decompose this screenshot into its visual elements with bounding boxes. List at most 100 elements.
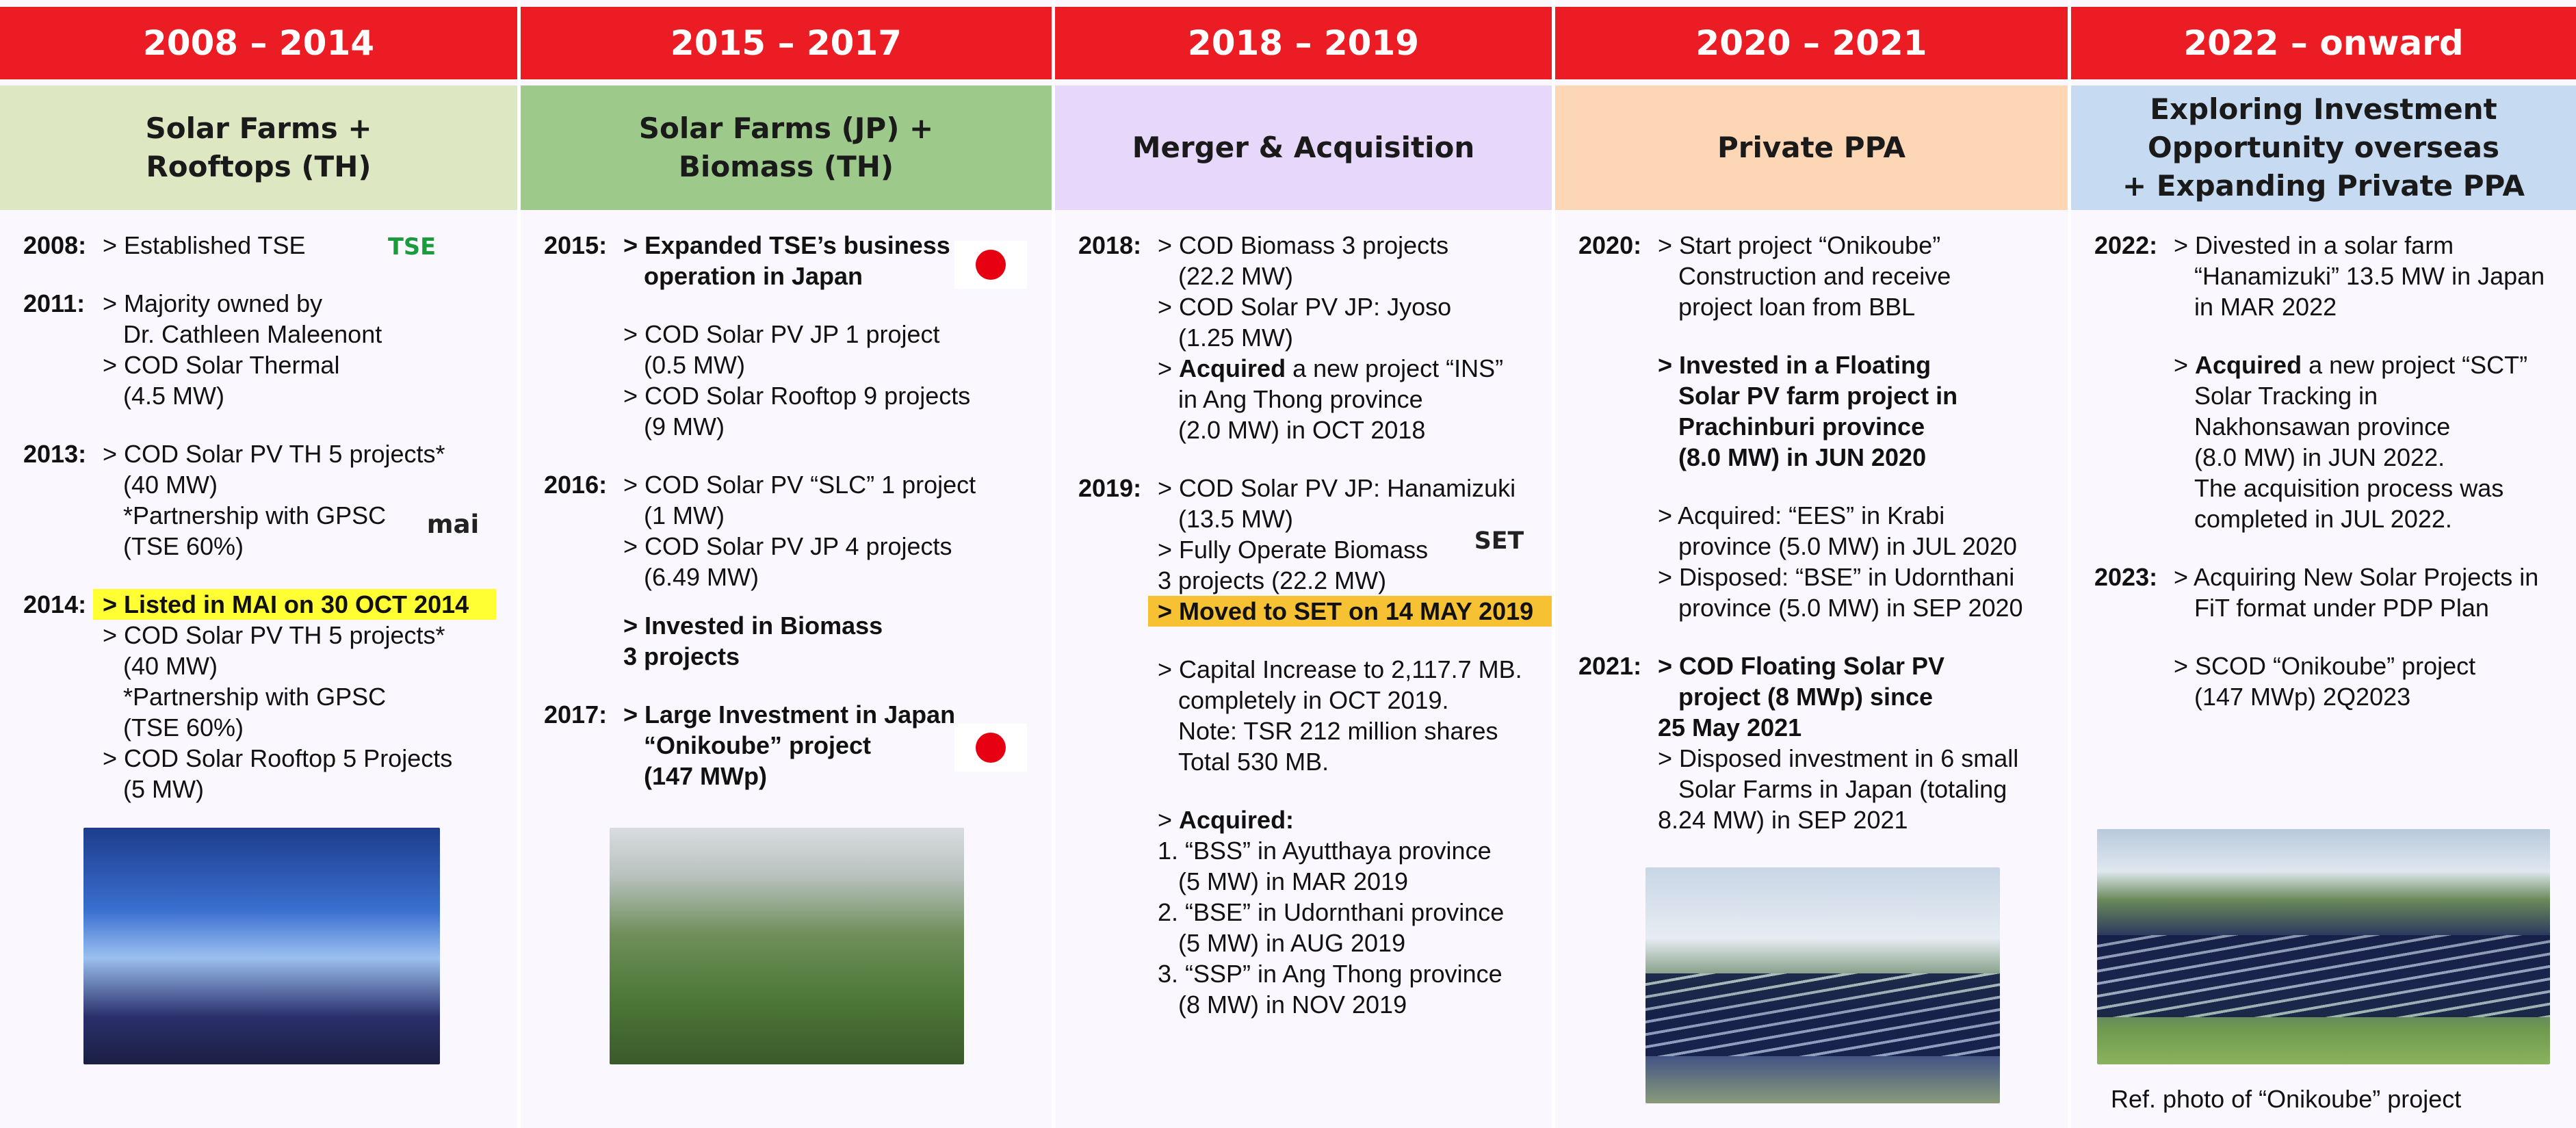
text-run: (147 MWp): [644, 762, 767, 790]
entry-line: Solar Tracking in: [2194, 382, 2378, 410]
entry-line: 3. “SSP” in Ang Thong province: [1158, 960, 1502, 988]
entry-line: > Listed in MAI on 30 OCT 2014: [93, 589, 517, 620]
entry-line: in MAR 2022: [2194, 293, 2337, 321]
entry-line: (4.5 MW): [123, 382, 224, 410]
solar-panels: [1645, 973, 2000, 1056]
entry: 2020: > Start project “Onikoube” Construct…: [1555, 230, 2068, 322]
entry-line: province (5.0 MW) in SEP 2020: [1678, 594, 2023, 622]
theme-header: Solar Farms (JP) + Biomass (TH): [521, 86, 1052, 210]
entry-line: > Acquired a new project “INS”: [1158, 353, 1552, 384]
entry-line: (147 MWp) 2Q2023: [2194, 683, 2411, 711]
entry-line: > COD Solar PV TH 5 projects*: [103, 621, 445, 649]
entries: 2018: > COD Biomass 3 projects (22.2 MW) > …: [1055, 230, 1552, 1047]
entry-line: (8.0 MW) in JUN 2020: [1658, 442, 2068, 473]
entry-line: in Ang Thong province: [1178, 385, 1423, 413]
entry-line: (40 MW): [123, 471, 218, 499]
entry: > COD Solar PV JP 1 project (0.5 MW) > COD…: [521, 319, 1052, 442]
entry-line: 1. “BSS” in Ayutthaya province: [1158, 837, 1492, 865]
entry-line: (5 MW) in AUG 2019: [1178, 929, 1406, 957]
text-run: >: [2174, 351, 2196, 379]
entry-line: > Disposed: “BSE” in Udornthani: [1658, 563, 2015, 591]
photo-caption: Ref. photo of “Onikoube” project: [2111, 1085, 2462, 1113]
text-run: 3 projects: [623, 642, 740, 670]
text-run: Prachinburi province: [1678, 412, 1925, 441]
flag-circle: [976, 250, 1006, 280]
entry-line: > Acquired:: [1158, 804, 1552, 835]
entry: 2022: > Divested in a solar farm “Hanamizu…: [2071, 230, 2576, 322]
entry-year: 2022:: [2094, 231, 2158, 259]
text-run: Solar PV farm project in: [1678, 382, 1958, 410]
entry-line: Total 530 MB.: [1178, 748, 1329, 776]
entry-line: > Divested in a solar farm: [2174, 231, 2454, 259]
entry-line: (5 MW): [123, 775, 204, 803]
entry-line: completely in OCT 2019.: [1178, 686, 1449, 714]
text-run: a new project “INS”: [1286, 354, 1504, 382]
entry-line: (1.25 MW): [1178, 324, 1294, 352]
entry-line: > Acquiring New Solar Projects in: [2174, 563, 2539, 591]
entry-year: 2016:: [544, 471, 608, 499]
entry-line: 8.24 MW) in SEP 2021: [1658, 806, 1908, 834]
period-header: 2020 – 2021: [1555, 7, 2068, 79]
entry: 2021: > COD Floating Solar PV project (8 M…: [1555, 651, 2068, 835]
entry-line: > Invested in Biomass: [623, 610, 1052, 641]
text-run: 25 May 2021: [1658, 713, 1802, 742]
theme-header: Solar Farms + Rooftops (TH): [0, 86, 517, 210]
entry-year: 2013:: [23, 440, 87, 468]
text-run: Acquired:: [1179, 806, 1294, 834]
timeline-column: 2020 – 2021 Private PPA 2020: > Start proje…: [1555, 0, 2068, 1128]
entry-line: > COD Solar PV JP 1 project: [623, 320, 940, 348]
theme-header: Exploring Investment Opportunity oversea…: [2071, 86, 2576, 210]
text-run: Acquired: [1179, 354, 1286, 382]
entry-line: (5 MW) in MAR 2019: [1178, 867, 1409, 895]
entry-line: Dr. Cathleen Maleenont: [123, 320, 382, 348]
entry-line: > Capital Increase to 2,117.7 MB.: [1158, 655, 1522, 683]
entry-line: > COD Solar Thermal: [103, 351, 340, 379]
logo: SET: [1474, 527, 1524, 555]
entry-line: (TSE 60%): [123, 713, 244, 742]
text-run: >: [1158, 806, 1180, 834]
entry-line: > COD Solar PV JP: Hanamizuki: [1158, 474, 1516, 502]
period-header: 2018 – 2019: [1055, 7, 1552, 79]
entry-line: province (5.0 MW) in JUL 2020: [1678, 532, 2017, 560]
entries: 2022: > Divested in a solar farm “Hanamizu…: [2071, 230, 2576, 739]
entry-line: > Majority owned by: [103, 289, 323, 317]
entry: 2013: > COD Solar PV TH 5 projects* (40 MW…: [0, 438, 517, 562]
entries: 2015: > Expanded TSE’s business operation …: [521, 230, 1052, 819]
entry: 2023: > Acquiring New Solar Projects in Fi…: [2071, 562, 2576, 623]
entry-year: 2011:: [23, 289, 86, 317]
entry-year: 2021:: [1578, 652, 1642, 680]
entry-line: FiT format under PDP Plan: [2194, 594, 2489, 622]
entry-line: (22.2 MW): [1178, 262, 1294, 290]
entry: > Acquired a new project “SCT” Solar Trac…: [2071, 350, 2576, 534]
entry-line: (8.0 MW) in JUN 2022.: [2194, 443, 2445, 471]
entry-line: (9 MW): [644, 412, 725, 441]
entry-line: *Partnership with GPSC: [123, 501, 387, 529]
photo: [2097, 829, 2550, 1064]
entry-line: > COD Solar Rooftop 5 Projects: [103, 744, 453, 772]
entry-line: *Partnership with GPSC: [123, 683, 387, 711]
entry-line: Solar Farms in Japan (totaling: [1678, 775, 2007, 803]
entry-line: Nakhonsawan province: [2194, 412, 2451, 441]
text-run: > COD Floating Solar PV: [1658, 652, 1945, 680]
text-run: > Invested in a Floating: [1658, 351, 1931, 379]
period-header: 2015 – 2017: [521, 7, 1052, 79]
entry-line: 25 May 2021: [1658, 712, 2068, 743]
entry-line: > COD Solar PV TH 5 projects*: [103, 440, 445, 468]
logo: mai: [426, 509, 480, 539]
entry-line: 3 projects: [623, 641, 1052, 672]
entry-line: Solar PV farm project in: [1658, 380, 2068, 411]
entry: 2015: > Expanded TSE’s business operation …: [521, 230, 1052, 291]
entry-line: > Fully Operate Biomass: [1158, 536, 1429, 564]
entry-line: > Expanded TSE’s business: [623, 230, 1052, 261]
timeline-column: 2015 – 2017 Solar Farms (JP) + Biomass (T…: [521, 0, 1052, 1128]
entry-line: > Large Investment in Japan: [623, 699, 1052, 730]
entry-line: (40 MW): [123, 652, 218, 680]
entry: 2017: > Large Investment in Japan “Onikoub…: [521, 699, 1052, 791]
entry-line: (147 MWp): [623, 761, 1052, 791]
entry-line: completed in JUL 2022.: [2194, 505, 2452, 533]
period-header: 2022 – onward: [2071, 7, 2576, 79]
entry-line: > COD Solar Rooftop 9 projects: [623, 382, 971, 410]
timeline-column: 2022 – onward Exploring Investment Opport…: [2071, 0, 2576, 1128]
entry-line: > Acquired a new project “SCT”: [2174, 350, 2576, 380]
entry: > Invested in a Floating Solar PV farm pr…: [1555, 350, 2068, 473]
